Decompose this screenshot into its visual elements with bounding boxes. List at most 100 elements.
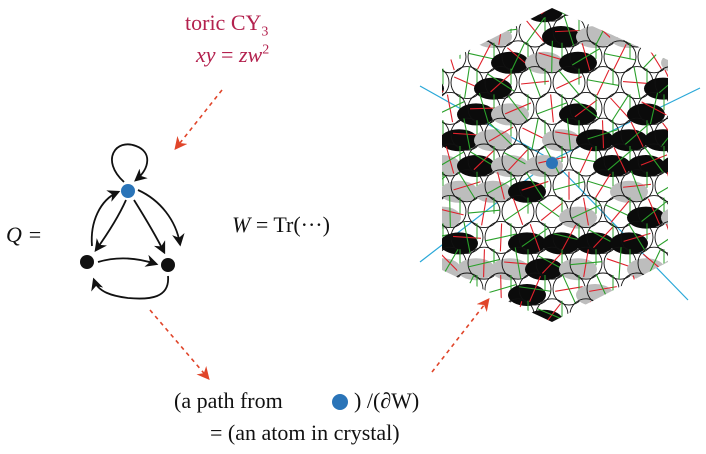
crystal-atom-circle	[383, 118, 415, 150]
crystal-bond-red	[581, 302, 590, 328]
crystal-atom-circle	[468, 0, 500, 21]
crystal-atom-circle	[383, 221, 415, 253]
crystal-atom-circle	[383, 273, 415, 305]
crystal-bond-red	[471, 0, 497, 10]
crystal-bond-red	[700, 69, 706, 95]
crystal-bond-red	[693, 230, 706, 245]
crystal-atom-circle	[689, 118, 706, 150]
crystal-bond-green	[552, 41, 553, 73]
crystal-bond-red	[696, 278, 706, 299]
crystal-bond-green	[370, 304, 394, 325]
crystal-bond-green	[532, 119, 538, 150]
crystal-bond-green	[570, 314, 602, 317]
header-equation: xy = zw2	[196, 42, 269, 68]
crystal-bond-green	[613, 0, 628, 19]
header-title-subscript: 3	[261, 24, 268, 39]
crystal-bond-green	[690, 180, 706, 192]
crystal-atom-circle	[451, 15, 483, 47]
crystal-atom-black	[389, 0, 427, 22]
crystal-atom-gray	[678, 181, 706, 203]
crystal-bond-red	[432, 223, 434, 251]
header-title: toric CY3	[185, 10, 268, 40]
crystal-atom-circle	[655, 273, 687, 305]
crystal-bond-red	[376, 302, 389, 327]
crystal-atom-black	[372, 129, 410, 151]
crystal-atom-black	[406, 129, 444, 151]
crystal-atom-circle	[689, 67, 706, 99]
crystal-atom-black	[355, 310, 393, 332]
crystal-atom-gray	[661, 258, 699, 280]
crystal-origin-atom	[546, 157, 558, 169]
crystal-bond-green	[437, 48, 464, 65]
crystal-bond-red	[475, 304, 492, 326]
crystal-atom-circle	[672, 41, 704, 73]
crystal-atom-gray	[372, 78, 410, 100]
crystal-atom-circle	[655, 15, 687, 47]
crystal-bond-red	[457, 280, 478, 299]
crystal-bond-green	[366, 4, 398, 6]
crystal-bond-green	[485, 29, 517, 32]
crystal-atom-black	[491, 310, 529, 332]
crystal-atom-gray	[355, 207, 393, 229]
crystal-atom-circle	[383, 67, 415, 99]
crystal-bond-red	[424, 278, 442, 300]
superpotential-rhs: = Tr(···)	[250, 212, 330, 237]
crystal-bond-green	[434, 1, 465, 9]
crystal-bond-green	[415, 144, 418, 176]
crystal-atom-gray	[678, 26, 706, 48]
crystal-atom-black	[355, 52, 393, 74]
superpotential-lhs: W	[232, 212, 250, 237]
quiver-node	[161, 258, 175, 272]
crystal-atom-gray	[406, 284, 444, 306]
crystal-atom-circle	[604, 299, 636, 331]
crystal-bond-red	[630, 19, 644, 43]
footer-blue-dot	[332, 394, 348, 410]
crystal-atom-circle	[400, 299, 432, 331]
crystal-bond-green	[395, 222, 403, 253]
footer-line2: = (an atom in crystal)	[210, 420, 400, 446]
crystal-bond-green	[691, 282, 706, 296]
footer-line1-prefix: (a path from	[174, 388, 283, 414]
crystal-atom-black	[695, 0, 706, 22]
crystal-atom-gray	[389, 52, 427, 74]
crystal-bond-green	[412, 248, 420, 279]
crystal-bond-red	[395, 172, 404, 199]
quiver-diagram	[92, 144, 180, 298]
crystal-bond-green	[504, 0, 531, 13]
crystal-melting-figure	[355, 0, 706, 332]
crystal-bond-red	[385, 30, 413, 33]
quiver-arrow	[98, 258, 156, 264]
crystal-bond-green	[650, 0, 657, 21]
crystal-atom-gray	[593, 310, 631, 332]
crystal-bond-red	[428, 173, 439, 199]
crystal-bond-green	[408, 0, 423, 19]
crystal-atom-black	[372, 181, 410, 203]
crystal-bond-red	[514, 301, 521, 328]
crystal-atom-circle	[366, 196, 398, 228]
crystal-bond-green	[626, 20, 648, 43]
crystal-atom-black	[644, 26, 682, 48]
crystal-bond-red	[613, 303, 627, 327]
crystal-bond-green	[658, 228, 685, 246]
crystal-bond-red	[369, 52, 395, 62]
header-eq-rhs: zw	[239, 42, 262, 67]
crystal-atom-gray	[695, 52, 706, 74]
quiver-node	[80, 255, 94, 269]
crystal-bond-green	[702, 118, 706, 150]
crystal-atom-black	[695, 155, 706, 177]
crystal-atom-circle	[672, 92, 704, 124]
crystal-atom-circle	[434, 299, 466, 331]
crystal-bond-green	[559, 70, 580, 94]
crystal-bond-green	[474, 0, 493, 18]
quiver-label: Q =	[6, 222, 42, 248]
crystal-atom-circle	[400, 247, 432, 279]
crystal-bond-green	[404, 98, 428, 119]
crystal-atom-gray	[661, 52, 699, 74]
crystal-bond-red	[674, 211, 702, 212]
crystal-atom-black	[661, 310, 699, 332]
crystal-atom-circle	[400, 144, 432, 176]
crystal-bond-red	[642, 0, 667, 12]
crystal-bond-green	[673, 0, 704, 10]
crystal-atom-circle	[383, 170, 415, 202]
crystal-atom-black	[678, 284, 706, 306]
